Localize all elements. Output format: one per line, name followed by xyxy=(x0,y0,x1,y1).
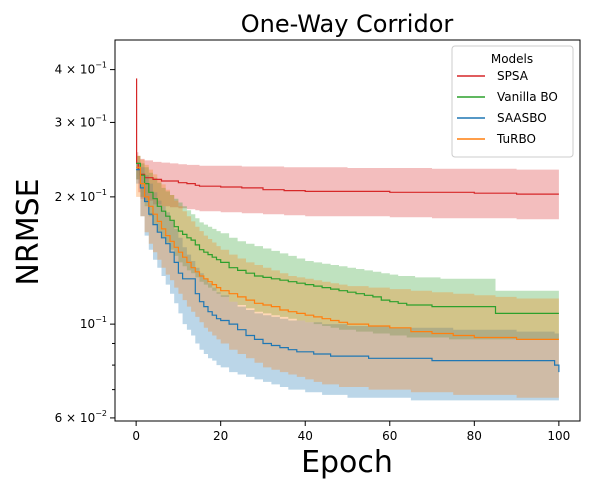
band-saasbo xyxy=(136,163,559,401)
line-vanilla-bo xyxy=(136,162,559,314)
legend-label-saasbo: SAASBO xyxy=(497,111,547,125)
band-turbo xyxy=(136,155,559,398)
legend-title: Models xyxy=(491,52,533,66)
y-tick-label: 3 × 10−1 xyxy=(55,113,107,129)
line-turbo xyxy=(136,166,559,340)
x-tick-label: 100 xyxy=(547,429,570,443)
legend-label-vanilla-bo: Vanilla BO xyxy=(497,90,558,104)
y-tick-label: 2 × 10−1 xyxy=(55,188,107,204)
confidence-bands xyxy=(136,79,559,401)
x-tick-label: 40 xyxy=(298,429,313,443)
x-tick-label: 80 xyxy=(467,429,482,443)
line-spsa xyxy=(136,78,559,195)
x-tick-label: 0 xyxy=(132,429,140,443)
y-tick-label: 10−1 xyxy=(80,315,107,331)
x-tick-label: 60 xyxy=(382,429,397,443)
y-tick-label: 6 × 10−2 xyxy=(55,409,107,425)
band-spsa xyxy=(136,79,559,221)
y-tick-label: 4 × 10−1 xyxy=(55,61,107,77)
series-lines xyxy=(136,78,560,373)
plot-frame xyxy=(114,39,581,422)
legend-label-spsa: SPSA xyxy=(497,69,529,83)
band-vanilla-bo xyxy=(136,155,559,340)
line-saasbo xyxy=(136,169,560,373)
legend-box xyxy=(451,45,574,158)
legend-label-turbo: TuRBO xyxy=(496,132,536,146)
x-tick-label: 20 xyxy=(213,429,228,443)
x-axis: 0 20 40 60 80 100 xyxy=(132,421,570,443)
y-axis: 6 × 10−2 10−1 2 × 10−1 3 × 10−1 4 × 10−1 xyxy=(55,61,115,425)
legend: Models SPSA Vanilla BO SAASBO TuRBO xyxy=(451,45,574,158)
y-axis-title: NRMSE xyxy=(11,178,46,285)
x-axis-title: Epoch xyxy=(301,445,393,480)
chart-title: One-Way Corridor xyxy=(241,10,454,38)
